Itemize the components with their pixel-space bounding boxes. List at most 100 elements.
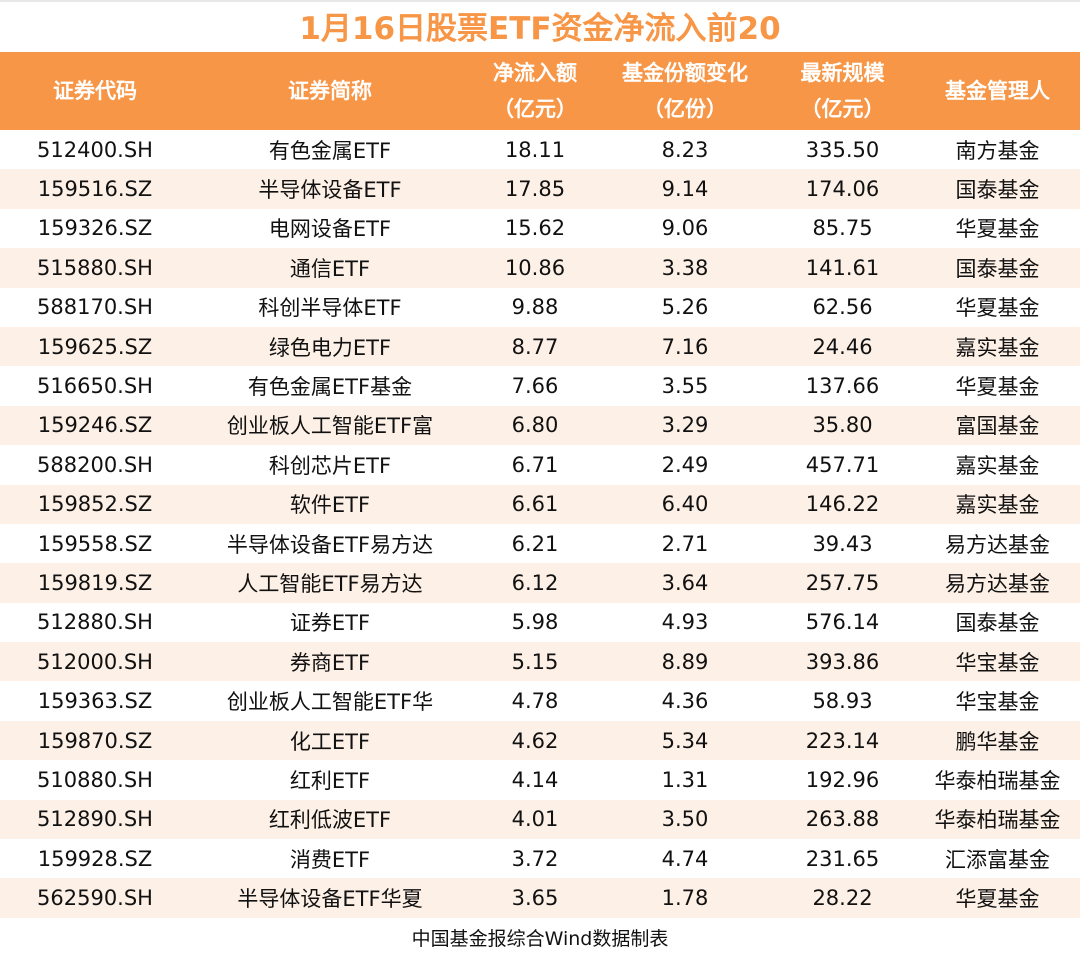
cell-name: 证券ETF (289, 611, 371, 636)
cell-net-inflow: 4.01 (470, 799, 600, 840)
cell-code: 588170.SH (37, 295, 153, 320)
cell-manager: 南方基金 (955, 138, 1040, 163)
cell-net-inflow: 4.14 (511, 767, 559, 792)
table-row: 512890.SH 红利低波ETF 4.01 3.50 263.88 华泰柏瑞基金 (0, 799, 1080, 840)
cell-manager: 易方达基金 (945, 532, 1050, 557)
cell-net-inflow: 5.15 (470, 642, 600, 682)
table-row: 516650.SH 有色金属ETF基金 7.66 3.55 137.66 华夏基金 (0, 366, 1080, 405)
cell-name: 红利低波ETF (190, 799, 470, 840)
cell-latest-scale: 457.71 (805, 452, 880, 477)
cell-code: 159363.SZ (37, 689, 153, 714)
cell-manager: 华夏基金 (915, 878, 1080, 918)
table-row: 159516.SZ 半导体设备ETF 17.85 9.14 174.06 国泰基金 (0, 169, 1080, 209)
cell-latest-scale: 146.22 (770, 484, 915, 524)
cell-latest-scale: 257.75 (770, 563, 915, 603)
cell-name: 创业板人工智能ETF华 (226, 690, 434, 715)
cell-latest-scale: 141.61 (770, 248, 915, 288)
header-label: 证券简称 (288, 79, 372, 103)
cell-share-change: 6.40 (600, 484, 770, 524)
cell-code: 159870.SZ (0, 720, 190, 761)
table-row: 510880.SH 红利ETF 4.14 1.31 192.96 华泰柏瑞基金 (0, 760, 1080, 799)
cell-manager: 华宝基金 (955, 690, 1040, 715)
cell-manager: 国泰基金 (915, 169, 1080, 209)
cell-name: 消费ETF (289, 847, 371, 872)
cell-code: 562590.SH (0, 878, 190, 918)
table-row: 562590.SH 半导体设备ETF华夏 3.65 1.78 28.22 华夏基金 (0, 878, 1080, 918)
cell-latest-scale: 174.06 (770, 169, 915, 209)
header-unit: （亿元） (800, 97, 885, 121)
cell-share-change: 1.78 (600, 878, 770, 918)
cell-name: 半导体设备ETF华夏 (190, 878, 470, 918)
header-label: 净流入额 (493, 61, 577, 85)
cell-name: 有色金属ETF基金 (247, 375, 413, 400)
etf-inflow-table: 证券代码 证券简称 净流入额 （亿元） 基金份额变化 （亿份） 最新规模 （亿元） 基金管理人 … (0, 52, 1080, 918)
cell-manager: 嘉实基金 (915, 484, 1080, 524)
cell-code: 512890.SH (0, 799, 190, 840)
cell-share-change: 8.89 (600, 642, 770, 682)
cell-manager: 华夏基金 (955, 375, 1040, 400)
cell-latest-scale: 24.46 (770, 326, 915, 367)
cell-name: 通信ETF (190, 248, 470, 288)
table-row: 159246.SZ 创业板人工智能ETF富 6.80 3.29 35.80 富国基金 (0, 405, 1080, 446)
cell-manager: 汇添富基金 (945, 847, 1050, 872)
cell-code: 159852.SZ (0, 484, 190, 524)
column-header-manager: 基金管理人 (915, 52, 1080, 130)
cell-name: 创业板人工智能ETF富 (190, 405, 470, 446)
cell-code: 516650.SH (37, 374, 153, 399)
cell-latest-scale: 576.14 (805, 610, 880, 635)
cell-latest-scale: 137.66 (805, 374, 880, 399)
cell-name: 化工ETF (190, 720, 470, 761)
cell-share-change: 7.16 (600, 326, 770, 367)
cell-name: 半导体设备ETF易方达 (226, 532, 434, 557)
header-label: 基金管理人 (945, 79, 1050, 103)
cell-code: 512400.SH (37, 137, 153, 162)
cell-name: 有色金属ETF (268, 138, 392, 163)
header-row: 证券代码 证券简称 净流入额 （亿元） 基金份额变化 （亿份） 最新规模 （亿元） 基金管理人 (0, 52, 1080, 130)
header-label: 最新规模 (800, 61, 885, 85)
cell-share-change: 9.06 (661, 216, 709, 241)
table-row: 512000.SH 券商ETF 5.15 8.89 393.86 华宝基金 (0, 642, 1080, 682)
cell-net-inflow: 7.66 (511, 374, 559, 399)
table-row: 588170.SH 科创半导体ETF 9.88 5.26 62.56 华夏基金 (0, 288, 1080, 327)
cell-net-inflow: 10.86 (470, 248, 600, 288)
cell-code: 510880.SH (37, 767, 153, 792)
cell-name: 软件ETF (190, 484, 470, 524)
cell-latest-scale: 62.56 (812, 295, 873, 320)
cell-latest-scale: 335.50 (805, 137, 880, 162)
cell-manager: 华泰柏瑞基金 (915, 799, 1080, 840)
cell-manager: 嘉实基金 (955, 453, 1040, 478)
cell-name: 券商ETF (190, 642, 470, 682)
cell-latest-scale: 28.22 (770, 878, 915, 918)
cell-manager: 华夏基金 (955, 217, 1040, 242)
cell-manager: 富国基金 (915, 405, 1080, 446)
cell-share-change: 8.23 (661, 137, 709, 162)
cell-net-inflow: 6.61 (470, 484, 600, 524)
cell-share-change: 3.55 (661, 374, 709, 399)
table-row: 159363.SZ 创业板人工智能ETF华 4.78 4.36 58.93 华宝基金 (0, 681, 1080, 720)
cell-latest-scale: 35.80 (770, 405, 915, 446)
table-row: 588200.SH 科创芯片ETF 6.71 2.49 457.71 嘉实基金 (0, 445, 1080, 484)
cell-manager: 易方达基金 (915, 563, 1080, 603)
cell-share-change: 2.71 (661, 531, 709, 556)
cell-code: 515880.SH (0, 248, 190, 288)
cell-share-change: 5.26 (661, 295, 709, 320)
cell-code: 588200.SH (37, 452, 153, 477)
cell-name: 科创半导体ETF (258, 296, 402, 321)
cell-latest-scale: 192.96 (805, 767, 880, 792)
cell-code: 159516.SZ (0, 169, 190, 209)
cell-name: 半导体设备ETF (190, 169, 470, 209)
column-header-code: 证券代码 (0, 52, 190, 130)
cell-latest-scale: 58.93 (812, 689, 873, 714)
cell-latest-scale: 263.88 (770, 799, 915, 840)
cell-net-inflow: 6.71 (511, 452, 559, 477)
table-title: 1月16日股票ETF资金净流入前20 (0, 0, 1080, 52)
cell-code: 159625.SZ (0, 326, 190, 367)
cell-name: 电网设备ETF (268, 217, 392, 242)
column-header-name: 证券简称 (190, 52, 470, 130)
cell-share-change: 2.49 (661, 452, 709, 477)
cell-share-change: 3.50 (600, 799, 770, 840)
cell-net-inflow: 6.21 (511, 531, 559, 556)
cell-code: 512000.SH (0, 642, 190, 682)
cell-name: 绿色电力ETF (190, 326, 470, 367)
column-header-latest-scale: 最新规模 （亿元） (770, 52, 915, 130)
